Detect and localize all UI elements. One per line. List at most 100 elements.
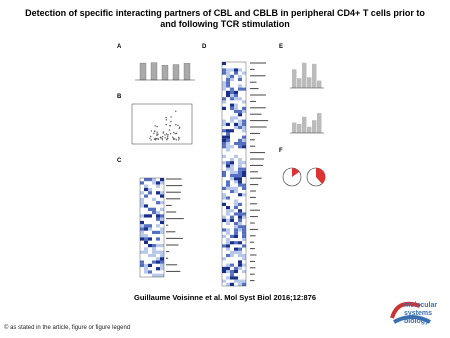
heat-cell bbox=[242, 218, 246, 222]
heat-cell bbox=[156, 214, 160, 218]
heat-cell bbox=[140, 201, 144, 205]
heat-cell bbox=[230, 190, 234, 194]
heat-cell bbox=[238, 68, 242, 72]
heat-cell bbox=[144, 273, 148, 277]
heat-cell bbox=[238, 65, 242, 69]
heat-cell bbox=[144, 260, 148, 264]
heat-cell bbox=[230, 170, 234, 174]
point bbox=[150, 130, 153, 132]
heat-cell bbox=[230, 260, 234, 264]
heat-cell bbox=[234, 100, 238, 104]
heat-cell bbox=[242, 199, 246, 203]
heat-cell bbox=[238, 148, 242, 152]
heat-cell bbox=[222, 87, 226, 91]
heat-cell bbox=[230, 100, 234, 104]
heat-cell bbox=[234, 94, 238, 98]
heat-cell bbox=[238, 174, 242, 178]
heat-cell bbox=[222, 186, 226, 190]
heat-cell bbox=[226, 110, 230, 114]
heat-cell bbox=[242, 231, 246, 235]
heat-cell bbox=[144, 267, 148, 271]
heat-cell bbox=[230, 90, 234, 94]
heat-cell bbox=[242, 158, 246, 162]
heat-cell bbox=[140, 247, 144, 251]
heat-cell bbox=[222, 196, 226, 200]
heat-cell bbox=[222, 135, 226, 139]
heat-cell bbox=[226, 142, 230, 146]
heat-cell bbox=[222, 113, 226, 117]
heat-cell bbox=[230, 103, 234, 107]
heat-cell bbox=[234, 74, 238, 78]
heat-cell bbox=[222, 71, 226, 75]
heat-cell bbox=[242, 276, 246, 280]
heat-cell bbox=[152, 270, 156, 274]
heat-cell bbox=[234, 158, 238, 162]
heat-cell bbox=[242, 97, 246, 101]
heat-cell bbox=[234, 142, 238, 146]
point bbox=[175, 139, 178, 141]
heat-cell bbox=[222, 132, 226, 136]
heat-cell bbox=[222, 263, 226, 267]
heat-cell bbox=[152, 194, 156, 198]
heat-cell bbox=[222, 247, 226, 251]
heat-cell bbox=[144, 214, 148, 218]
heat-cell bbox=[238, 270, 242, 274]
heat-cell bbox=[156, 267, 160, 271]
heat-cell bbox=[238, 193, 242, 197]
heat-cell bbox=[226, 234, 230, 238]
heat-cell bbox=[140, 197, 144, 202]
heat-cell bbox=[226, 103, 230, 107]
heat-cell bbox=[222, 126, 226, 130]
heat-cell bbox=[242, 250, 246, 254]
heat-cell bbox=[226, 263, 230, 267]
point bbox=[149, 137, 151, 139]
heat-cell bbox=[148, 194, 152, 198]
heat-cell bbox=[222, 180, 226, 184]
heat-cell bbox=[242, 263, 246, 267]
heat-cell bbox=[148, 263, 152, 268]
heat-cell bbox=[230, 71, 234, 75]
heat-cell bbox=[226, 154, 230, 158]
heat-cell bbox=[222, 279, 226, 283]
heat-cell bbox=[238, 263, 242, 267]
heat-cell bbox=[234, 106, 238, 110]
heat-cell bbox=[238, 202, 242, 206]
heat-cell bbox=[238, 212, 242, 216]
heat-cell bbox=[242, 161, 246, 165]
heat-cell bbox=[230, 199, 234, 203]
point bbox=[179, 126, 181, 128]
heat-cell bbox=[156, 184, 160, 188]
heat-cell bbox=[160, 184, 164, 188]
heat-cell bbox=[242, 234, 246, 238]
heat-cell bbox=[160, 178, 164, 182]
heat-cell bbox=[222, 151, 226, 155]
heat-cell bbox=[242, 94, 246, 98]
heat-cell bbox=[234, 254, 238, 258]
point bbox=[161, 135, 164, 138]
heat-cell bbox=[148, 260, 152, 264]
heat-cell bbox=[238, 97, 242, 101]
heat-cell bbox=[226, 174, 230, 178]
heat-cell bbox=[234, 167, 238, 171]
heat-cell bbox=[140, 270, 144, 274]
heat-cell bbox=[140, 187, 144, 192]
heat-cell bbox=[230, 62, 234, 66]
heat-cell bbox=[238, 183, 242, 187]
heat-cell bbox=[242, 282, 246, 286]
heat-cell bbox=[242, 145, 246, 149]
heat-cell bbox=[160, 194, 164, 198]
heat-cell bbox=[234, 266, 238, 270]
heat-cell bbox=[234, 247, 238, 251]
heat-cell bbox=[242, 222, 246, 226]
heat-cell bbox=[242, 148, 246, 152]
point bbox=[170, 120, 172, 123]
heat-cell bbox=[148, 240, 152, 244]
heat-cell bbox=[222, 190, 226, 194]
footer: © as stated in the article, figure or fi… bbox=[4, 325, 131, 331]
heat-cell bbox=[230, 126, 234, 130]
heat-cell bbox=[230, 116, 234, 120]
heat-cell bbox=[226, 94, 230, 98]
heat-cell bbox=[226, 222, 230, 226]
heat-cell bbox=[238, 279, 242, 283]
